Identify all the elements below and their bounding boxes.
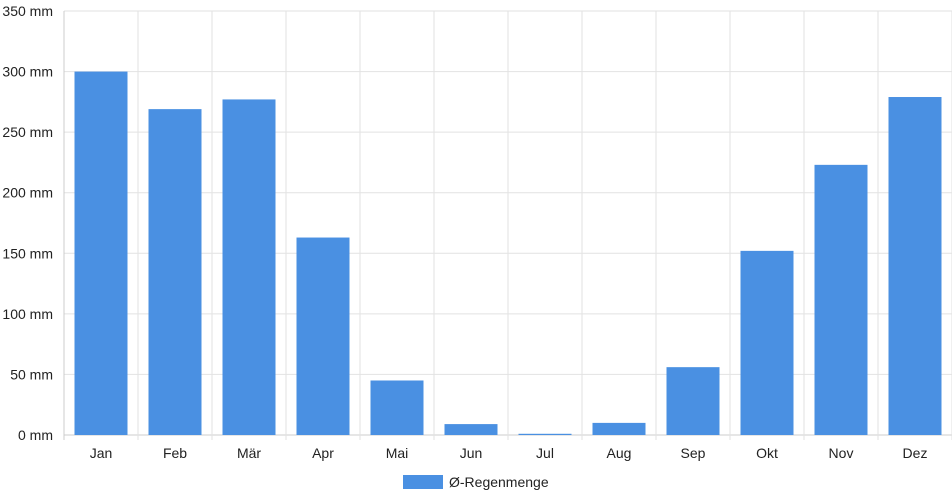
x-tick-label: Nov xyxy=(829,445,854,461)
x-tick-label: Jan xyxy=(90,445,113,461)
x-tick-label: Apr xyxy=(312,445,334,461)
bar[interactable] xyxy=(444,424,498,435)
legend-label: Ø-Regenmenge xyxy=(449,474,549,490)
bar[interactable] xyxy=(592,422,646,435)
bar[interactable] xyxy=(74,71,128,436)
x-tick-label: Dez xyxy=(903,445,928,461)
legend-swatch xyxy=(403,475,443,489)
y-tick-label: 50 mm xyxy=(10,366,53,382)
x-tick-label: Mär xyxy=(237,445,261,461)
x-tick-label: Sep xyxy=(681,445,706,461)
x-tick-label: Jun xyxy=(460,445,483,461)
y-tick-label: 350 mm xyxy=(2,3,53,19)
bar[interactable] xyxy=(370,380,424,435)
x-tick-label: Jul xyxy=(536,445,554,461)
bar[interactable] xyxy=(296,237,350,435)
legend[interactable]: Ø-Regenmenge xyxy=(403,474,549,490)
y-tick-label: 200 mm xyxy=(2,185,53,201)
bar[interactable] xyxy=(148,109,202,435)
x-tick-label: Feb xyxy=(163,445,187,461)
x-tick-label: Aug xyxy=(607,445,632,461)
bar[interactable] xyxy=(666,367,720,435)
grid-lines xyxy=(63,10,952,440)
x-tick-label: Okt xyxy=(756,445,778,461)
bar[interactable] xyxy=(814,164,868,435)
y-tick-label: 150 mm xyxy=(2,245,53,261)
x-axis-tick-labels: Jan Feb Mär Apr Mai Jun Jul Aug Sep Okt Nov Dez xyxy=(90,445,928,461)
bar[interactable] xyxy=(740,250,794,435)
bars xyxy=(74,71,942,436)
bar[interactable] xyxy=(888,97,942,436)
x-tick-label: Mai xyxy=(386,445,409,461)
y-tick-label: 250 mm xyxy=(2,124,53,140)
y-tick-label: 100 mm xyxy=(2,306,53,322)
y-tick-label: 0 mm xyxy=(18,427,53,443)
y-tick-label: 300 mm xyxy=(2,64,53,80)
bar[interactable] xyxy=(222,99,276,435)
y-axis-tick-labels: 0 mm 50 mm 100 mm 150 mm 200 mm 250 mm 300 mm 3… xyxy=(2,3,53,443)
bar[interactable] xyxy=(518,433,572,435)
